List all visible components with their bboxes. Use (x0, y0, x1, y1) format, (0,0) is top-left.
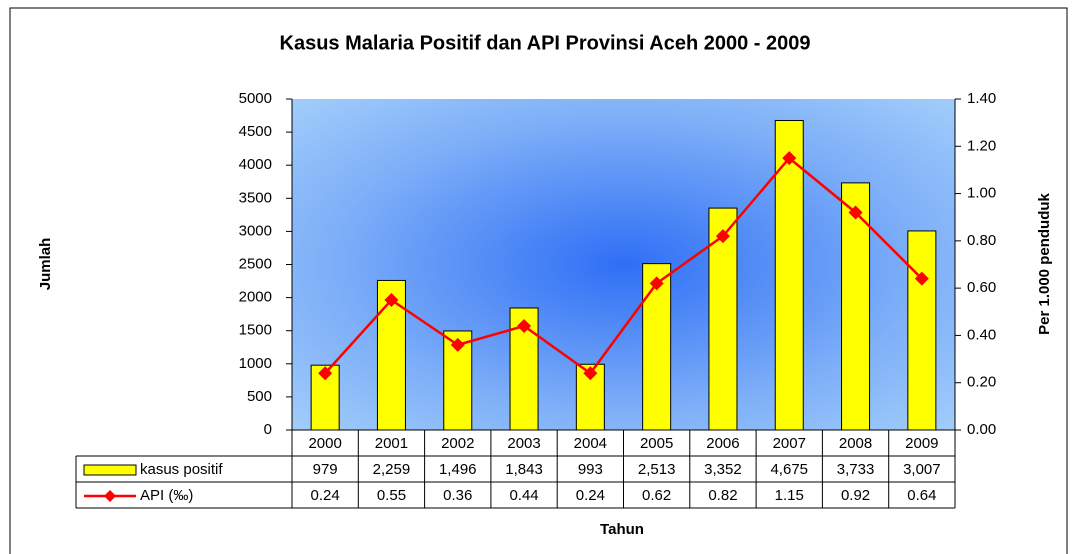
marker (517, 318, 532, 333)
table-value: 2,259 (373, 461, 411, 478)
chart-title: Kasus Malaria Positif dan API Provinsi A… (280, 32, 811, 54)
table-value: 1.15 (775, 487, 804, 504)
y2-tick-label: 0.40 (967, 326, 996, 343)
x-tick-label: 2004 (574, 435, 607, 452)
line (324, 156, 923, 375)
bar (708, 207, 738, 431)
marker (318, 366, 333, 381)
y-tick-label: 2000 (239, 289, 272, 306)
y-tick-label: 1000 (239, 355, 272, 372)
legend-swatch (83, 464, 137, 476)
y2-axis-title: Per 1.000 penduduk (1036, 192, 1053, 334)
marker (782, 151, 797, 166)
x-tick-label: 2000 (308, 435, 341, 452)
table-value: 2,513 (638, 461, 676, 478)
x-tick-label: 2001 (375, 435, 408, 452)
legend-marker (104, 490, 116, 502)
table-value: 0.55 (377, 487, 406, 504)
bar (841, 182, 871, 431)
table-value: 0.44 (509, 487, 538, 504)
marker (384, 292, 399, 307)
x-tick-label: 2007 (773, 435, 806, 452)
y2-tick-label: 0.80 (967, 232, 996, 249)
y-tick-label: 3500 (239, 189, 272, 206)
y2-tick-label: 0.20 (967, 374, 996, 391)
y-tick-label: 2500 (239, 255, 272, 272)
y-tick-label: 4500 (239, 123, 272, 140)
x-tick-label: 2009 (905, 435, 938, 452)
y2-tick-label: 1.40 (967, 90, 996, 107)
y2-tick-label: 0.00 (967, 421, 996, 438)
bar (907, 230, 937, 431)
y-tick-label: 0 (264, 421, 272, 438)
marker (450, 337, 465, 352)
x-tick-label: 2003 (507, 435, 540, 452)
table-value: 1,843 (505, 461, 543, 478)
table-value: 3,733 (837, 461, 875, 478)
table-value: 993 (578, 461, 603, 478)
table-value: 979 (313, 461, 338, 478)
table-value: 0.36 (443, 487, 472, 504)
marker (583, 366, 598, 381)
y-tick-label: 500 (247, 388, 272, 405)
bar (774, 120, 804, 431)
table-value: 3,007 (903, 461, 941, 478)
marker (649, 276, 664, 291)
y2-tick-label: 1.00 (967, 185, 996, 202)
y-tick-label: 4000 (239, 156, 272, 173)
x-tick-label: 2002 (441, 435, 474, 452)
legend-label: API (‰) (140, 487, 193, 504)
table-value: 3,352 (704, 461, 742, 478)
y-axis-title: Jumlah (37, 238, 54, 291)
table-value: 0.92 (841, 487, 870, 504)
x-axis-title: Tahun (600, 521, 644, 538)
table-value: 0.24 (576, 487, 605, 504)
y-tick-label: 1500 (239, 322, 272, 339)
bar (642, 263, 672, 431)
x-tick-label: 2005 (640, 435, 673, 452)
table-value: 0.82 (708, 487, 737, 504)
marker (715, 229, 730, 244)
table-value: 0.64 (907, 487, 936, 504)
y-tick-label: 5000 (239, 90, 272, 107)
y-tick-label: 3000 (239, 222, 272, 239)
table-value: 4,675 (770, 461, 808, 478)
y2-tick-label: 1.20 (967, 137, 996, 154)
table-value: 1,496 (439, 461, 477, 478)
table-value: 0.24 (311, 487, 340, 504)
marker (914, 271, 929, 286)
x-tick-label: 2006 (706, 435, 739, 452)
table-value: 0.62 (642, 487, 671, 504)
legend-label: kasus positif (140, 461, 223, 478)
x-tick-label: 2008 (839, 435, 872, 452)
y2-tick-label: 0.60 (967, 279, 996, 296)
marker (848, 205, 863, 220)
